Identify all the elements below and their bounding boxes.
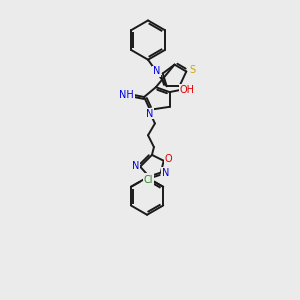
Text: N: N xyxy=(153,67,161,76)
Text: NH: NH xyxy=(119,90,134,100)
Text: N: N xyxy=(132,161,139,171)
Text: S: S xyxy=(189,64,195,74)
Text: N: N xyxy=(162,168,169,178)
Text: Cl: Cl xyxy=(144,175,153,185)
Text: OH: OH xyxy=(180,85,195,95)
Text: N: N xyxy=(146,109,154,119)
Text: F: F xyxy=(145,174,150,184)
Text: O: O xyxy=(165,154,172,164)
